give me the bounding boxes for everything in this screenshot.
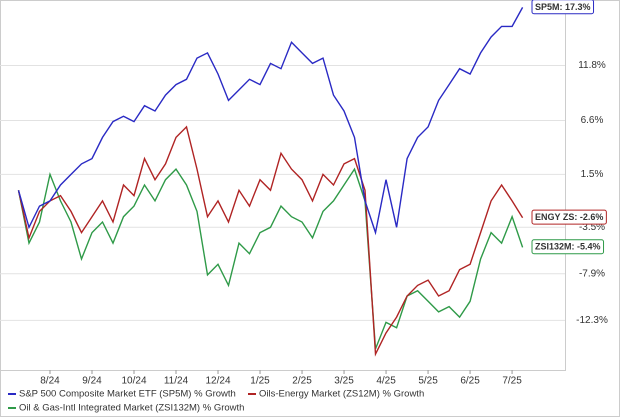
x-tick-label: 11/24 (164, 376, 189, 387)
x-tick-label: 2/25 (292, 376, 312, 387)
end-label-box (531, 209, 607, 225)
legend-label: Oil & Gas-Intl Integrated Market (ZSI132… (19, 403, 244, 414)
end-label: SP5M: 17.3% (531, 0, 595, 15)
x-tick-label: 12/24 (206, 376, 231, 387)
x-tick-label: 5/25 (418, 376, 438, 387)
y-tick-label: 11.8% (578, 60, 606, 71)
legend-label: S&P 500 Composite Market ETF (SP5M) % Gr… (19, 389, 236, 400)
line-series (17, 125, 524, 357)
end-label-text: ZSI132M: -5.4% (535, 242, 601, 252)
x-tick-label: 10/24 (121, 376, 146, 387)
x-tick-label: 4/25 (376, 376, 396, 387)
x-tick-label: 3/25 (334, 376, 354, 387)
end-label: ENGY ZS: -2.6% (531, 209, 607, 225)
end-label-text: ENGY ZS: -2.6% (535, 212, 603, 222)
line-series (17, 167, 524, 350)
legend-label: Oils-Energy Market (ZS12M) % Growth (259, 389, 424, 400)
x-tick-label: 7/25 (502, 376, 522, 387)
x-tick-label: 8/24 (40, 376, 60, 387)
y-tick-label: -7.9% (579, 268, 605, 279)
plot-area (0, 0, 566, 371)
y-tick-label: -12.3% (576, 315, 608, 326)
end-label: ZSI132M: -5.4% (531, 239, 605, 255)
x-tick-label: 1/25 (250, 376, 270, 387)
x-tick-label: 6/25 (460, 376, 480, 387)
y-tick-label: -3.5% (579, 222, 605, 233)
end-label-box (531, 239, 605, 255)
y-tick-label: 6.6% (581, 115, 604, 126)
x-tick-label: 9/24 (82, 376, 102, 387)
end-label-text: SP5M: 17.3% (535, 2, 591, 12)
y-tick-label: 1.5% (581, 169, 604, 180)
end-label-box (531, 0, 595, 15)
line-series (17, 7, 524, 236)
